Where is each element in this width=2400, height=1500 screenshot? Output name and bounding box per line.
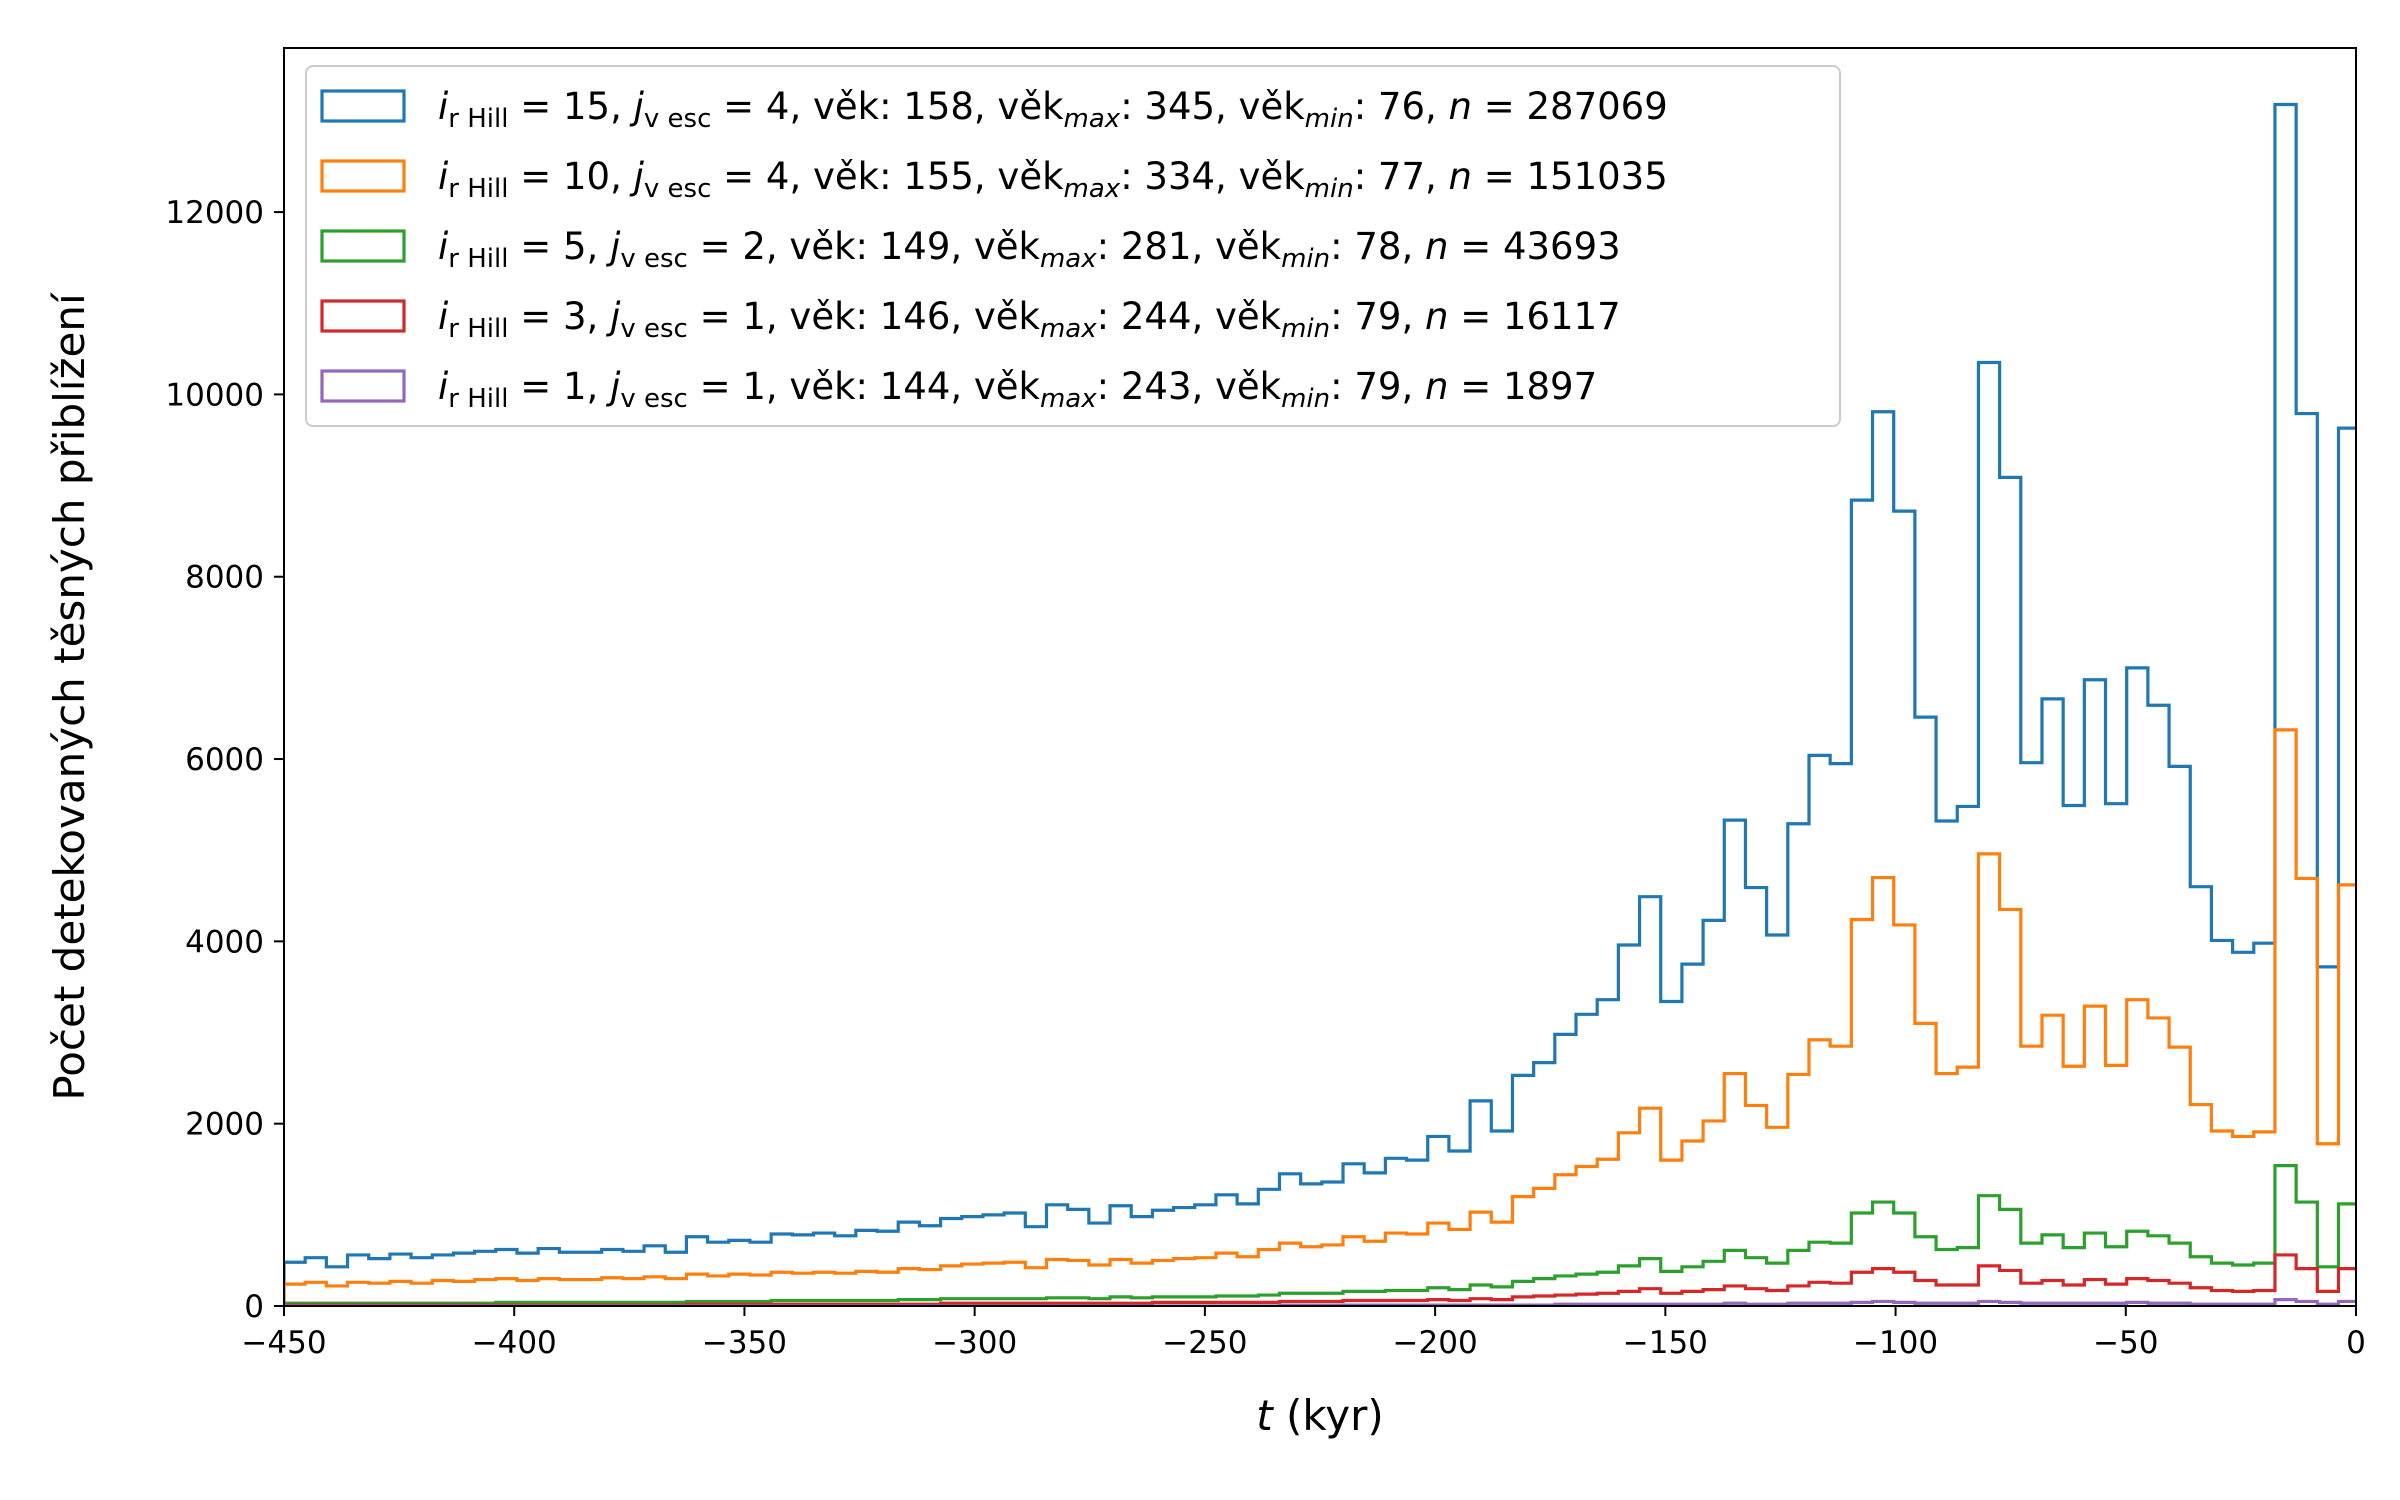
x-axis-label-variable: t <box>1256 1391 1274 1440</box>
legend-swatch-2 <box>320 159 406 193</box>
legend: ir Hill = 15, jv esc = 4, věk: 158, věkm… <box>305 65 1841 427</box>
y-tick-label: 8000 <box>185 560 264 596</box>
legend-entry-5: ir Hill = 1, jv esc = 1, věk: 144, věkma… <box>438 365 1597 414</box>
y-tick-label: 2000 <box>185 1107 264 1143</box>
y-tick-label: 6000 <box>185 742 264 778</box>
x-tick-label: 0 <box>2346 1325 2366 1361</box>
y-axis-label: Počet detekovaných těsných přiblížení <box>45 292 94 1101</box>
x-tick-label: −300 <box>932 1325 1017 1361</box>
x-tick-label: −200 <box>1393 1325 1478 1361</box>
x-axis-label-unit: (kyr) <box>1273 1391 1384 1440</box>
series-step-line-5 <box>284 1298 2356 1306</box>
x-axis-ticks: −450 −400 −350 −300 −250 −200 −150 −100 −50 0 <box>241 1306 2366 1361</box>
x-axis-label: t (kyr) <box>1256 1391 1384 1440</box>
y-tick-label: 10000 <box>165 377 264 413</box>
y-axis-ticks: 0 2000 4000 6000 8000 10000 12000 <box>165 195 284 1325</box>
series-step-line-4 <box>284 1253 2356 1306</box>
series-layer <box>284 102 2356 1306</box>
y-tick-label: 4000 <box>185 924 264 960</box>
y-tick-label: 12000 <box>165 195 264 231</box>
legend-swatch-5 <box>320 369 406 403</box>
legend-swatch-1 <box>320 89 406 123</box>
series-step-line-2 <box>284 728 2356 1306</box>
plot-area-frame <box>283 47 2357 1307</box>
legend-swatch-4 <box>320 299 406 333</box>
y-tick-label: 0 <box>244 1289 264 1325</box>
legend-swatch-3 <box>320 229 406 263</box>
legend-entry-4: ir Hill = 3, jv esc = 1, věk: 146, věkma… <box>438 295 1621 344</box>
legend-entry-3: ir Hill = 5, jv esc = 2, věk: 149, věkma… <box>438 225 1621 274</box>
series-step-line-1 <box>284 102 2356 1306</box>
legend-entry-1: ir Hill = 15, jv esc = 4, věk: 158, věkm… <box>438 85 1668 134</box>
x-tick-label: −450 <box>241 1325 326 1361</box>
x-tick-label: −100 <box>1853 1325 1938 1361</box>
x-tick-label: −400 <box>472 1325 557 1361</box>
x-tick-label: −350 <box>702 1325 787 1361</box>
legend-box <box>305 65 1841 427</box>
x-tick-label: −50 <box>2093 1325 2158 1361</box>
x-tick-label: −250 <box>1162 1325 1247 1361</box>
x-tick-label: −150 <box>1623 1325 1708 1361</box>
series-step-line-3 <box>284 1164 2356 1306</box>
legend-entry-2: ir Hill = 10, jv esc = 4, věk: 155, věkm… <box>438 155 1668 204</box>
